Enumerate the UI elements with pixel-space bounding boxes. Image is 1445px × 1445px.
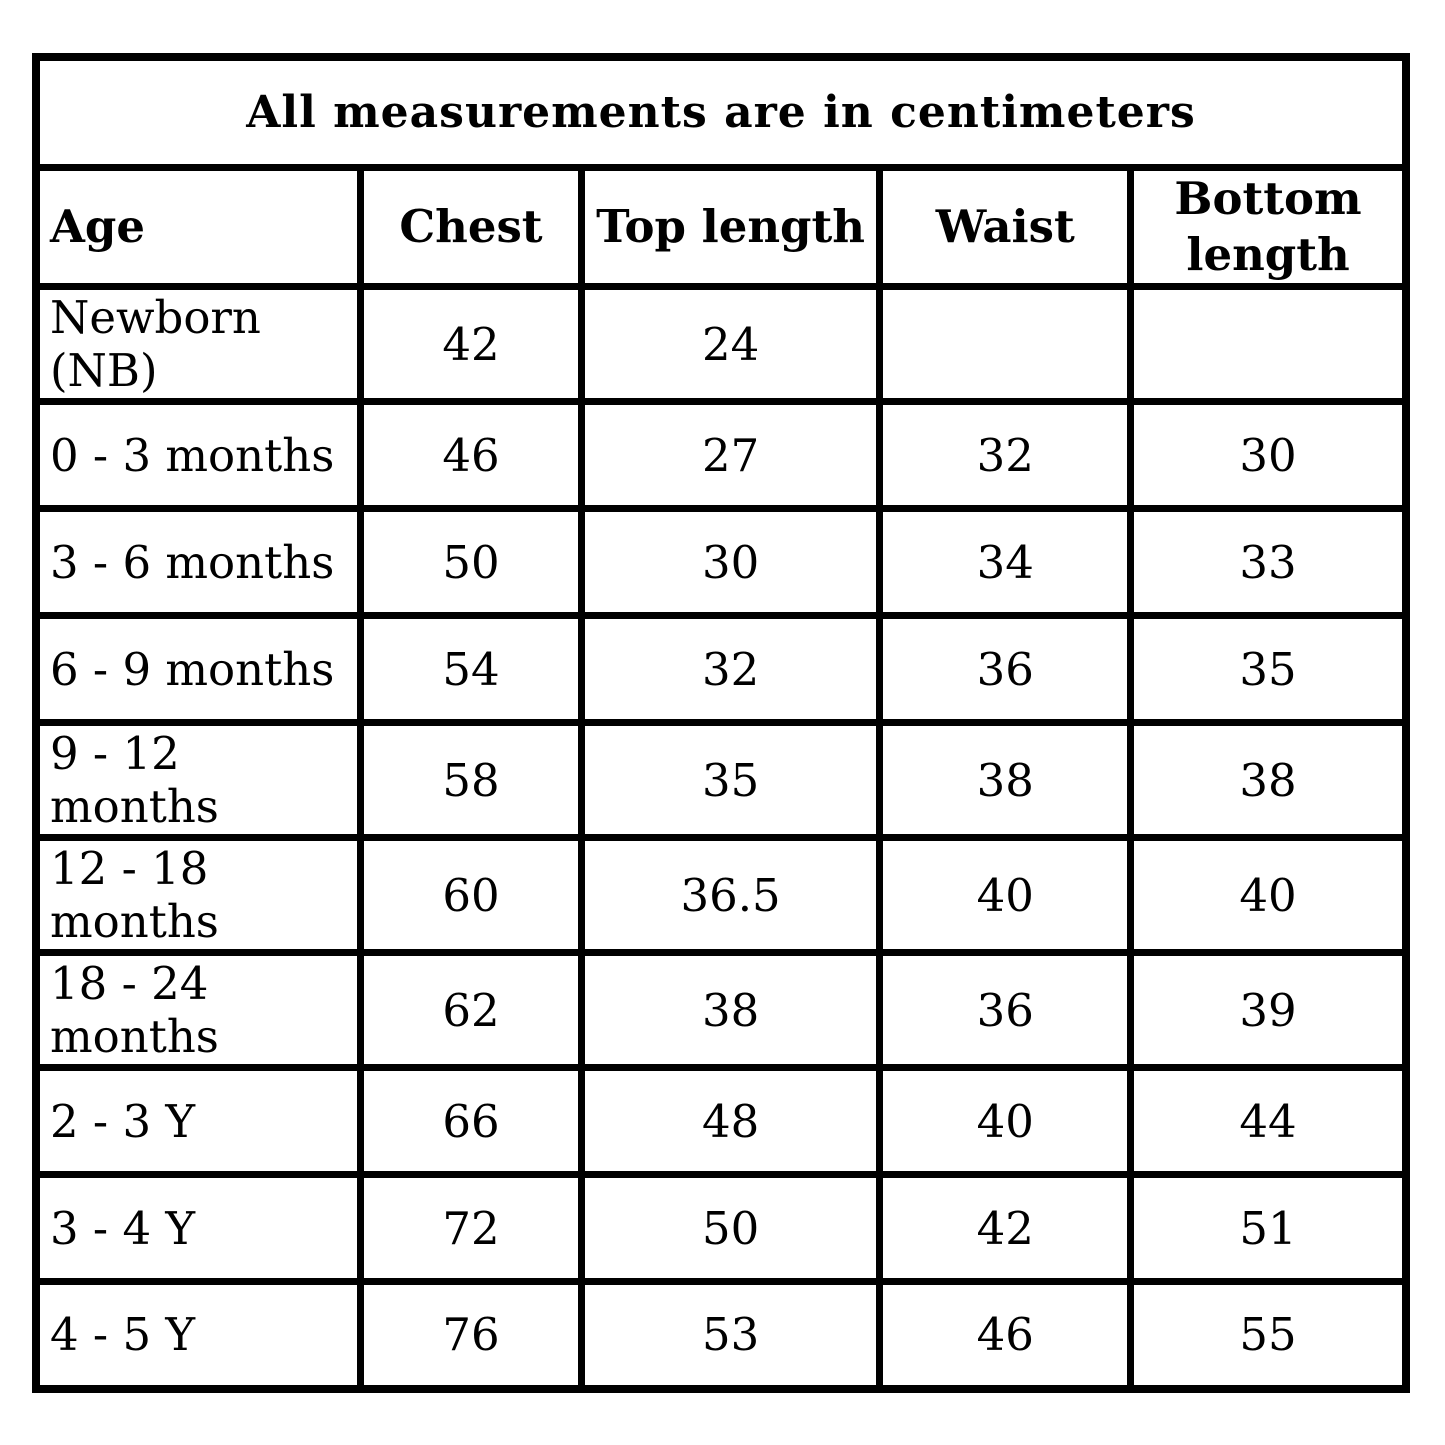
- cell-top-length: 35: [577, 719, 884, 841]
- cell-top-length: 53: [577, 1278, 884, 1392]
- cell-age: 3 - 6 months: [32, 505, 365, 619]
- cell-bottom-length: [1127, 283, 1410, 405]
- cell-chest: 76: [357, 1278, 585, 1392]
- cell-age: 12 - 18 months: [32, 834, 365, 956]
- cell-waist: 46: [876, 1278, 1135, 1392]
- table-row: 3 - 4 Y 72 50 42 51: [32, 1171, 1410, 1285]
- cell-chest: 42: [357, 283, 585, 405]
- cell-top-length: 38: [577, 949, 884, 1071]
- table-row: 0 - 3 months 46 27 32 30: [32, 398, 1410, 512]
- cell-bottom-length: 51: [1127, 1171, 1410, 1285]
- cell-waist: 36: [876, 612, 1135, 726]
- table-row: 9 - 12 months 58 35 38 38: [32, 719, 1410, 841]
- cell-waist: 40: [876, 1064, 1135, 1178]
- cell-waist: 34: [876, 505, 1135, 619]
- cell-top-length: 27: [577, 398, 884, 512]
- column-header-bottom-length: Bottom length: [1127, 163, 1410, 290]
- column-header-waist: Waist: [876, 163, 1135, 290]
- cell-waist: 42: [876, 1171, 1135, 1285]
- cell-chest: 54: [357, 612, 585, 726]
- cell-chest: 58: [357, 719, 585, 841]
- cell-bottom-length: 38: [1127, 719, 1410, 841]
- cell-top-length: 36.5: [577, 834, 884, 956]
- table-row: Newborn (NB) 42 24: [32, 283, 1410, 405]
- cell-top-length: 48: [577, 1064, 884, 1178]
- cell-age: 4 - 5 Y: [32, 1278, 365, 1392]
- table-row: 18 - 24 months 62 38 36 39: [32, 949, 1410, 1071]
- cell-bottom-length: 39: [1127, 949, 1410, 1071]
- cell-bottom-length: 55: [1127, 1278, 1410, 1392]
- cell-age: 18 - 24 months: [32, 949, 365, 1071]
- cell-age: 6 - 9 months: [32, 612, 365, 726]
- column-header-top-length: Top length: [577, 163, 884, 290]
- table-title: All measurements are in centimeters: [32, 53, 1410, 171]
- table-row: 2 - 3 Y 66 48 40 44: [32, 1064, 1410, 1178]
- cell-chest: 72: [357, 1171, 585, 1285]
- cell-top-length: 50: [577, 1171, 884, 1285]
- cell-bottom-length: 30: [1127, 398, 1410, 512]
- cell-waist: 32: [876, 398, 1135, 512]
- cell-age: 9 - 12 months: [32, 719, 365, 841]
- cell-age: 0 - 3 months: [32, 398, 365, 512]
- cell-waist: 36: [876, 949, 1135, 1071]
- cell-chest: 60: [357, 834, 585, 956]
- cell-bottom-length: 44: [1127, 1064, 1410, 1178]
- table-title-row: All measurements are in centimeters: [32, 53, 1410, 171]
- table-row: 4 - 5 Y 76 53 46 55: [32, 1278, 1410, 1392]
- cell-chest: 62: [357, 949, 585, 1071]
- cell-chest: 50: [357, 505, 585, 619]
- cell-chest: 66: [357, 1064, 585, 1178]
- cell-top-length: 24: [577, 283, 884, 405]
- cell-age: 2 - 3 Y: [32, 1064, 365, 1178]
- cell-waist: 38: [876, 719, 1135, 841]
- cell-bottom-length: 35: [1127, 612, 1410, 726]
- table-header-row: Age Chest Top length Waist Bottom length: [32, 163, 1410, 290]
- cell-age: Newborn (NB): [32, 283, 365, 405]
- table-row: 6 - 9 months 54 32 36 35: [32, 612, 1410, 726]
- size-chart-table: All measurements are in centimeters Age …: [32, 53, 1410, 1393]
- cell-chest: 46: [357, 398, 585, 512]
- cell-bottom-length: 33: [1127, 505, 1410, 619]
- cell-top-length: 32: [577, 612, 884, 726]
- column-header-chest: Chest: [357, 163, 585, 290]
- table-row: 12 - 18 months 60 36.5 40 40: [32, 834, 1410, 956]
- cell-waist: 40: [876, 834, 1135, 956]
- cell-age: 3 - 4 Y: [32, 1171, 365, 1285]
- cell-top-length: 30: [577, 505, 884, 619]
- table-row: 3 - 6 months 50 30 34 33: [32, 505, 1410, 619]
- cell-bottom-length: 40: [1127, 834, 1410, 956]
- cell-waist: [876, 283, 1135, 405]
- column-header-age: Age: [32, 163, 365, 290]
